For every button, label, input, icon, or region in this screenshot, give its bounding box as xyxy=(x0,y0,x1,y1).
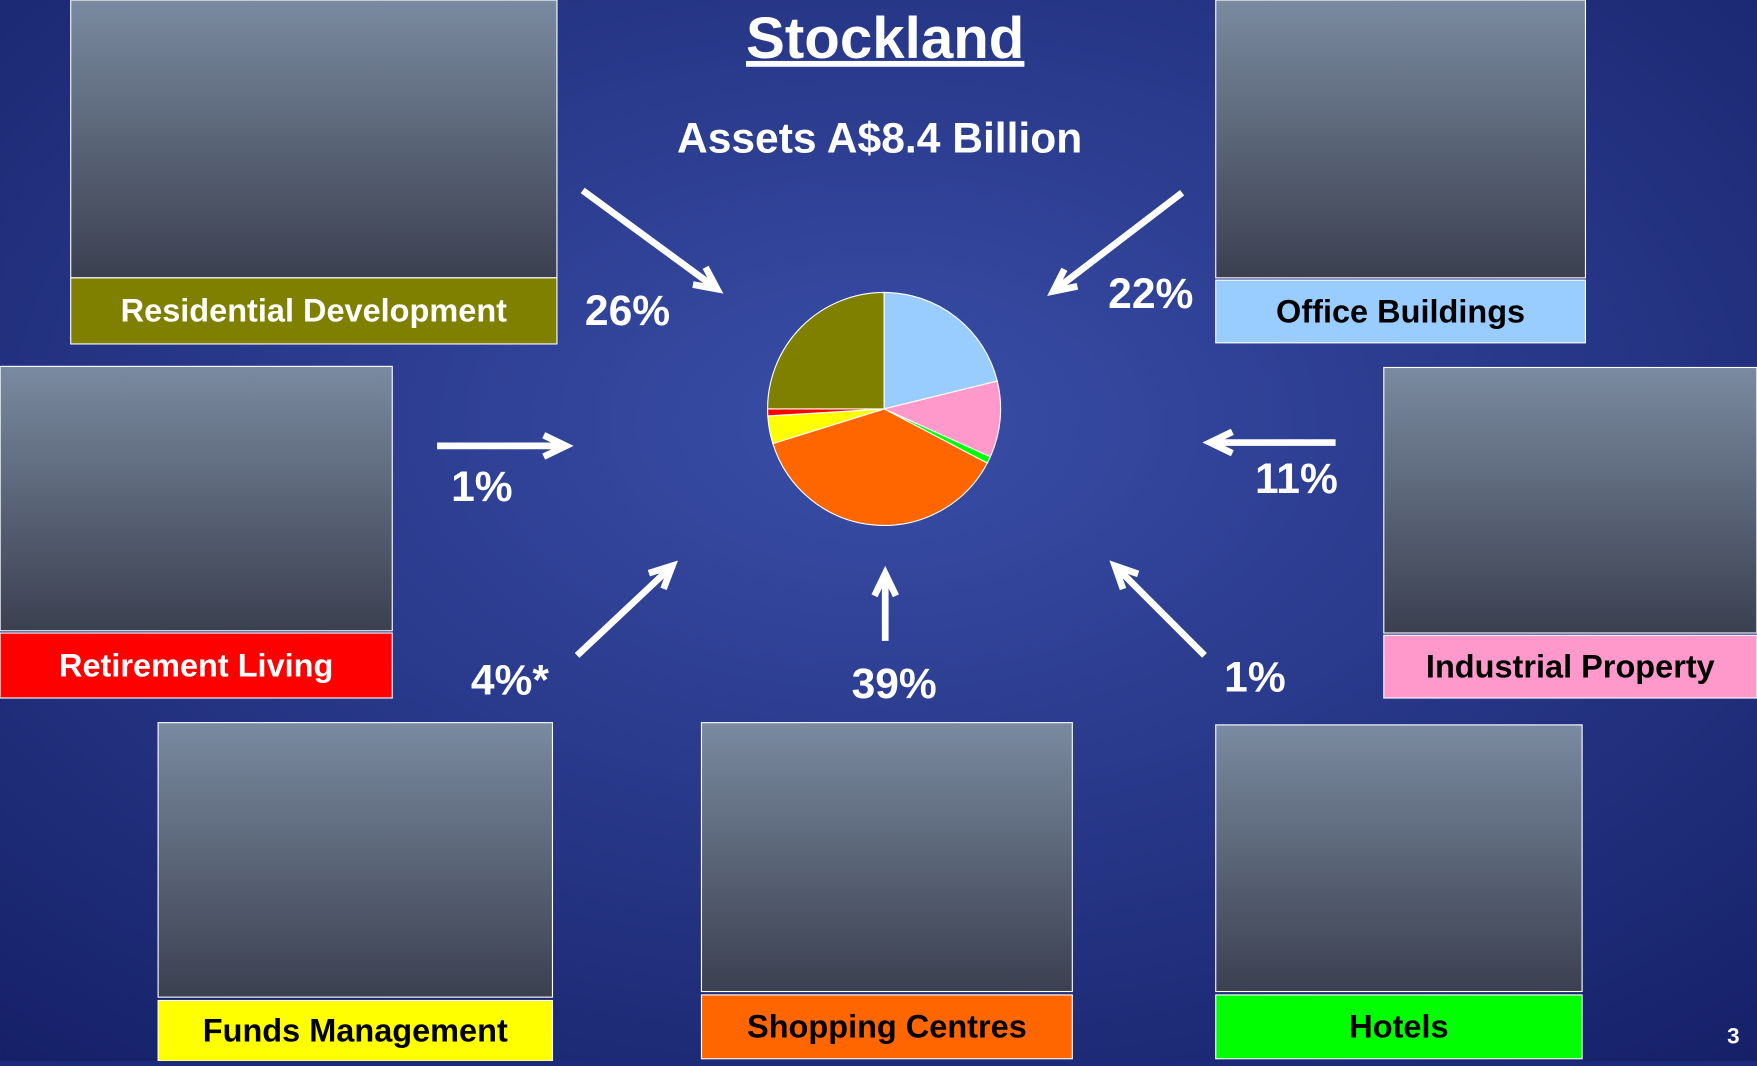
percent-label: 11% xyxy=(1255,455,1338,503)
photo xyxy=(1383,366,1757,634)
pie-slice xyxy=(883,291,998,410)
percent-label: 26% xyxy=(585,287,670,335)
category-label: Shopping Centres xyxy=(747,1009,1027,1045)
photo xyxy=(700,722,1073,993)
subtitle: Assets A$8.4 Billion xyxy=(677,114,1082,162)
percent-label: 39% xyxy=(852,660,937,708)
arrow xyxy=(871,565,899,641)
percent-label: 22% xyxy=(1108,270,1193,318)
category-label: Funds Management xyxy=(203,1013,508,1049)
category-label: Industrial Property xyxy=(1426,648,1715,684)
photo xyxy=(1215,0,1587,279)
category-label-box xyxy=(157,999,554,1062)
page-number: 3 xyxy=(1727,1023,1739,1048)
pie-slice xyxy=(767,291,885,410)
arrow xyxy=(1109,560,1207,658)
arrow xyxy=(437,432,574,460)
arrow xyxy=(1202,428,1336,457)
category-label: Retirement Living xyxy=(59,647,333,683)
category-label: Hotels xyxy=(1349,1009,1448,1045)
photo xyxy=(70,0,558,279)
category-label-box xyxy=(1215,279,1587,344)
pie-slice xyxy=(882,380,1002,458)
arrow xyxy=(580,187,724,294)
category-label: Office Buildings xyxy=(1276,293,1525,329)
category-label-box xyxy=(1215,994,1583,1060)
percent-label: 1% xyxy=(1224,653,1286,701)
percent-label: 1% xyxy=(451,463,513,511)
category-label-box xyxy=(70,277,558,345)
title: Stockland xyxy=(746,6,1024,71)
photo xyxy=(0,365,393,632)
arrow xyxy=(1047,190,1185,296)
category-label-box xyxy=(0,632,393,699)
percent-label: 4%* xyxy=(471,657,550,705)
photo xyxy=(1215,724,1583,993)
category-label-box xyxy=(700,994,1073,1060)
pie-slice xyxy=(772,408,989,526)
arrow xyxy=(574,560,678,658)
category-label-box xyxy=(1383,634,1757,699)
photo xyxy=(157,722,554,998)
category-label: Residential Development xyxy=(121,293,507,329)
